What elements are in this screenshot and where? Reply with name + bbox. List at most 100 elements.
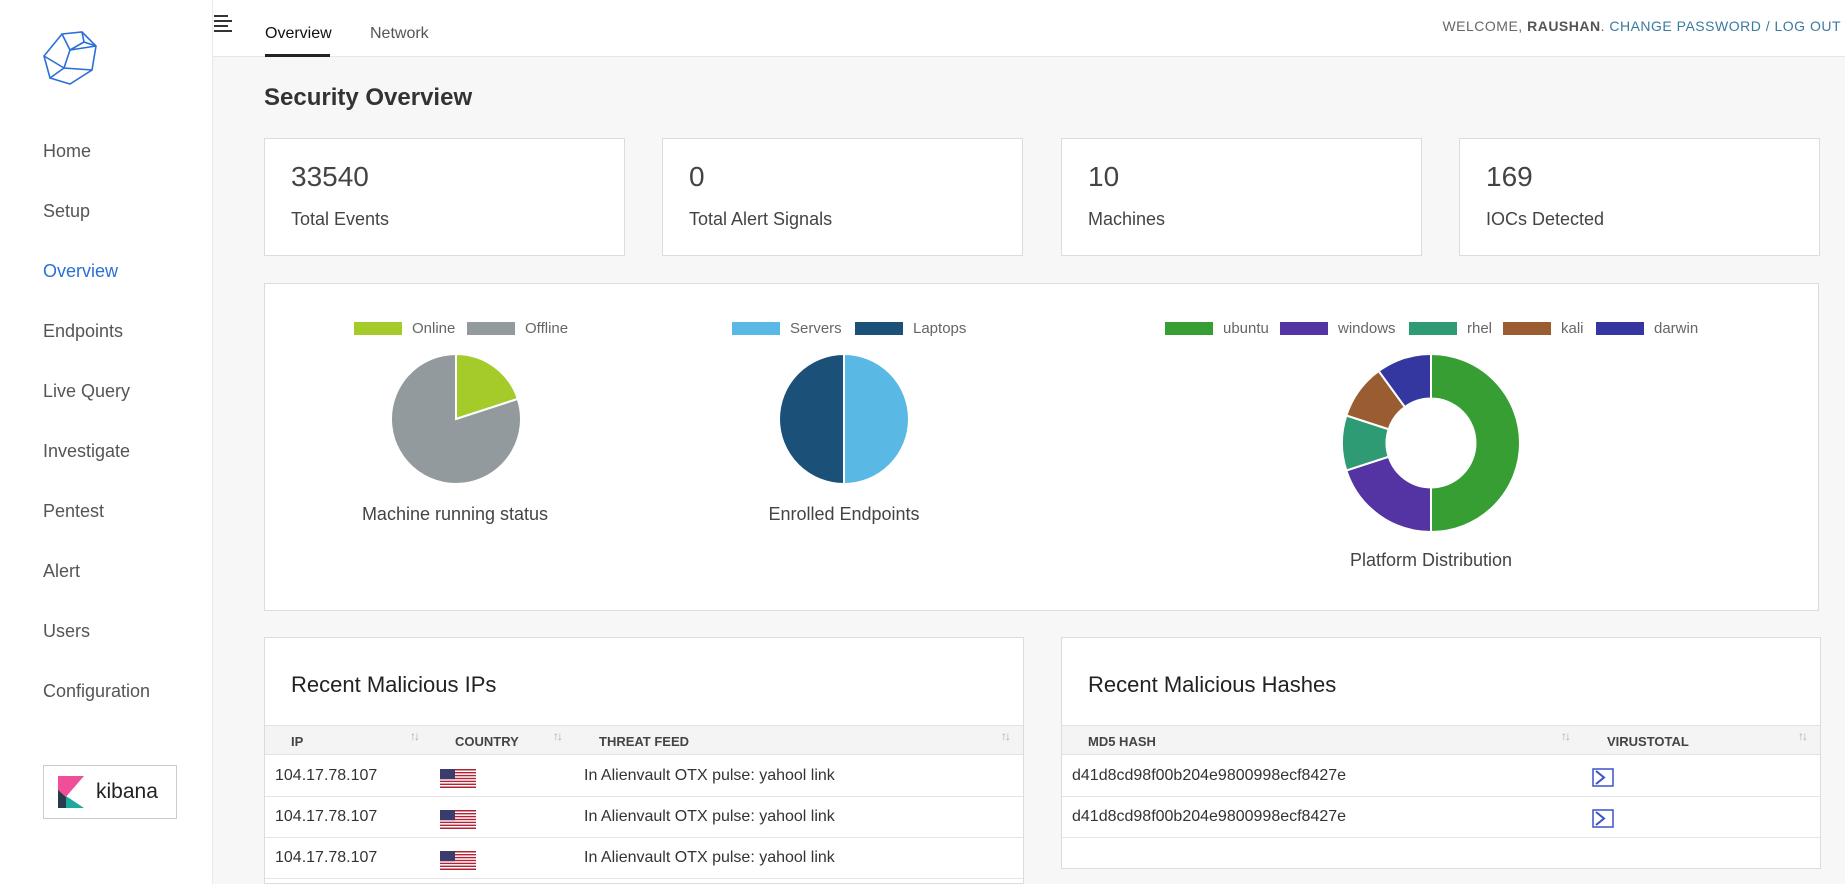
- stat-value: 0: [689, 161, 705, 192]
- threat-feed-cell: In Alienvault OTX pulse: yahool link: [584, 849, 835, 866]
- user-area: WELCOME, RAUSHAN. CHANGE PASSWORD / LOG …: [1442, 18, 1841, 34]
- legend-swatch: [1165, 322, 1213, 335]
- sidebar-item-overview[interactable]: Overview: [43, 261, 119, 281]
- legend-label: ubuntu: [1223, 320, 1269, 337]
- legend-item-online[interactable]: Online: [354, 320, 455, 337]
- machine-status-chart-title: Machine running status: [361, 504, 549, 524]
- legend-item-ubuntu[interactable]: ubuntu: [1165, 320, 1269, 337]
- offline-slice[interactable]: [390, 352, 522, 485]
- legend-label: darwin: [1654, 320, 1699, 337]
- legend-swatch: [855, 322, 903, 335]
- sidebar-item-alert[interactable]: Alert: [43, 561, 81, 581]
- legend-item-rhel[interactable]: rhel: [1409, 320, 1492, 337]
- legend-swatch: [1409, 322, 1457, 335]
- machine-status-pie-chart: [390, 352, 522, 485]
- sidebar-item-live-query[interactable]: Live Query: [43, 381, 131, 401]
- link-separator: /: [1765, 18, 1771, 34]
- table-row[interactable]: 104.17.78.107 In Alienvault OTX pulse: y…: [265, 797, 1023, 838]
- legend-swatch: [1596, 322, 1644, 335]
- legend-label: Online: [412, 320, 456, 337]
- threat-feed-cell: In Alienvault OTX pulse: yahool link: [584, 808, 835, 825]
- active-tab-indicator: [265, 54, 330, 57]
- table-row[interactable]: d41d8cd98f00b204e9800998ecf8427e: [1062, 797, 1820, 838]
- stat-card-total-events: 33540 Total Events: [264, 138, 625, 256]
- stat-value: 10: [1088, 161, 1120, 192]
- stat-label: Machines: [1088, 209, 1166, 229]
- darwin-slice[interactable]: [1377, 352, 1432, 409]
- sort-icon[interactable]: ↑↓: [1001, 729, 1011, 743]
- stat-label: IOCs Detected: [1486, 209, 1605, 229]
- us-flag-icon: [440, 769, 476, 788]
- online-slice[interactable]: [455, 352, 520, 421]
- recent-malicious-hashes-card: Recent Malicious Hashes MD5 HASH ↑↓ VIRU…: [1061, 637, 1821, 869]
- change-password-link[interactable]: CHANGE PASSWORD: [1609, 18, 1762, 34]
- table-row[interactable]: 104.17.78.107 In Alienvault OTX pulse: y…: [265, 756, 1023, 797]
- legend-item-laptops[interactable]: Laptops: [855, 320, 966, 337]
- sort-icon[interactable]: ↑↓: [1798, 729, 1808, 743]
- legend-swatch: [354, 322, 402, 335]
- kibana-button[interactable]: kibana: [43, 765, 177, 819]
- top-bar: [213, 0, 1845, 57]
- recent-malicious-ips-card: Recent Malicious IPs IP ↑↓ COUNTRY ↑↓ TH…: [264, 637, 1024, 884]
- stat-card-machines: 10 Machines: [1061, 138, 1422, 256]
- sidebar-item-investigate[interactable]: Investigate: [43, 441, 131, 461]
- table-header: IP ↑↓ COUNTRY ↑↓ THREAT FEED ↑↓: [265, 725, 1023, 755]
- menu-toggle-icon[interactable]: [214, 14, 232, 32]
- column-header-virustotal[interactable]: VIRUSTOTAL: [1607, 734, 1689, 749]
- virustotal-icon[interactable]: [1592, 768, 1614, 787]
- table-row[interactable]: 104.17.78.107 In Alienvault OTX pulse: y…: [265, 838, 1023, 879]
- page-title: Security Overview: [264, 84, 473, 111]
- legend-item-servers[interactable]: Servers: [732, 320, 842, 337]
- sort-icon[interactable]: ↑↓: [553, 729, 563, 743]
- sidebar-item-users[interactable]: Users: [43, 621, 91, 641]
- servers-slice[interactable]: [843, 352, 910, 486]
- stat-value: 33540: [291, 161, 369, 192]
- stat-label: Total Alert Signals: [689, 209, 833, 229]
- sidebar-item-pentest[interactable]: Pentest: [43, 501, 105, 521]
- sort-icon[interactable]: ↑↓: [410, 729, 420, 743]
- legend-label: Servers: [790, 320, 842, 337]
- tab-overview[interactable]: Overview: [265, 25, 332, 42]
- us-flag-icon: [440, 851, 476, 870]
- legend-swatch: [467, 322, 515, 335]
- legend-swatch: [1280, 322, 1328, 335]
- welcome-text: WELCOME,: [1442, 18, 1523, 34]
- legend-item-kali[interactable]: kali: [1503, 320, 1584, 337]
- legend-label: Laptops: [913, 320, 967, 337]
- kibana-logo-icon: [58, 776, 84, 808]
- ip-cell: 104.17.78.107: [275, 767, 378, 784]
- sidebar-item-setup[interactable]: Setup: [43, 201, 91, 221]
- stat-value: 169: [1486, 161, 1533, 192]
- legend-item-offline[interactable]: Offline: [467, 320, 568, 337]
- column-header-ip[interactable]: IP: [291, 734, 304, 749]
- legend-label: rhel: [1467, 320, 1493, 337]
- windows-slice[interactable]: [1345, 455, 1432, 534]
- virustotal-icon[interactable]: [1592, 809, 1614, 828]
- stat-card-iocs-detected: 169 IOCs Detected: [1459, 138, 1820, 256]
- stat-label: Total Events: [291, 209, 390, 229]
- md5-hash-cell: d41d8cd98f00b204e9800998ecf8427e: [1072, 767, 1347, 784]
- sidebar: Home Setup Overview Endpoints Live Query…: [0, 0, 213, 884]
- table-row[interactable]: d41d8cd98f00b204e9800998ecf8427e: [1062, 756, 1820, 797]
- sidebar-item-configuration[interactable]: Configuration: [43, 681, 151, 701]
- table-title: Recent Malicious IPs: [291, 672, 497, 697]
- tab-network[interactable]: Network: [370, 25, 429, 42]
- column-header-country[interactable]: COUNTRY: [455, 734, 519, 749]
- logout-link[interactable]: LOG OUT: [1774, 18, 1841, 34]
- platform-distribution-chart-title: Platform Distribution: [1349, 550, 1513, 570]
- laptops-slice[interactable]: [778, 352, 845, 486]
- legend-label: kali: [1561, 320, 1584, 337]
- sidebar-item-endpoints[interactable]: Endpoints: [43, 321, 124, 341]
- column-header-md5-hash[interactable]: MD5 HASH: [1088, 734, 1156, 749]
- platform-distribution-donut-chart: [1341, 352, 1521, 534]
- us-flag-icon: [440, 810, 476, 829]
- column-header-threat-feed[interactable]: THREAT FEED: [599, 734, 690, 749]
- app-logo-icon[interactable]: [40, 28, 100, 88]
- enrolled-endpoints-chart-title: Enrolled Endpoints: [768, 504, 920, 524]
- stat-card-total-alert-signals: 0 Total Alert Signals: [662, 138, 1023, 256]
- legend-item-darwin[interactable]: darwin: [1596, 320, 1698, 337]
- sort-icon[interactable]: ↑↓: [1561, 729, 1571, 743]
- legend-item-windows[interactable]: windows: [1280, 320, 1396, 337]
- sidebar-item-home[interactable]: Home: [43, 141, 92, 161]
- ubuntu-slice[interactable]: [1430, 352, 1521, 534]
